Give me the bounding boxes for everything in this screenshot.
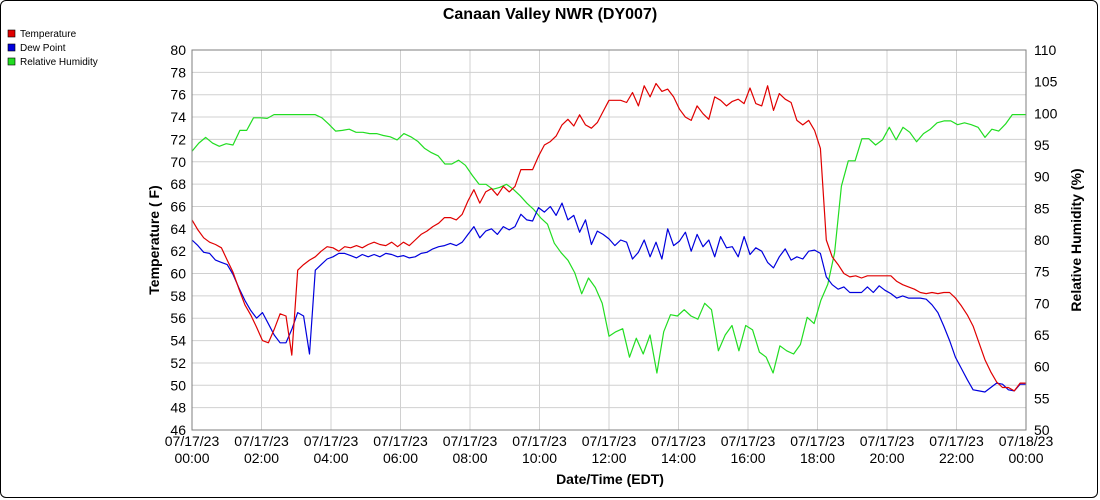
y-tick-label: 64: [170, 221, 186, 237]
y-tick-label: 48: [170, 400, 186, 416]
legend-label-relative-humidity: Relative Humidity: [20, 57, 98, 68]
y-tick-label: 74: [170, 109, 186, 125]
x-tick-label-date: 07/17/23: [860, 433, 915, 449]
y-tick-label: 46: [170, 422, 186, 438]
x-tick-label-time: 00:00: [1008, 450, 1043, 466]
legend-swatch-dew-point: [7, 43, 16, 52]
y-tick-label: 80: [170, 42, 186, 58]
x-tick-label-time: 04:00: [313, 450, 348, 466]
legend-item-temperature: Temperature: [7, 29, 77, 40]
x-tick-label-date: 07/17/23: [929, 433, 984, 449]
legend-swatch-temperature: [7, 29, 16, 38]
dew-point-line: [191, 202, 1026, 393]
x-tick-label-date: 07/17/23: [651, 433, 706, 449]
y-tick-label: 72: [170, 131, 186, 147]
y-axis-title: Temperature ( F): [146, 185, 162, 294]
x-tick-label-time: 18:00: [800, 450, 835, 466]
left-axis-ticks: 46 48 50 52 54 56 58 60 62 64 66 68 70 72 74 76 78 80: [170, 42, 186, 438]
legend-label-dew-point: Dew Point: [20, 43, 66, 54]
y2-tick-label: 65: [1034, 327, 1050, 343]
y-tick-label: 50: [170, 377, 186, 393]
x-tick-label-time: 02:00: [244, 450, 279, 466]
x-tick-label-date: 07/17/23: [443, 433, 498, 449]
x-axis-ticks: 07/17/2300:0007/17/2302:0007/17/2304:000…: [165, 433, 1054, 466]
y-tick-label: 60: [170, 266, 186, 282]
x-tick-label-time: 10:00: [522, 450, 557, 466]
x-tick-label-date: 07/17/23: [304, 433, 359, 449]
series-layer: [191, 82, 1026, 393]
relative-humidity-line: [191, 113, 1026, 374]
y-tick-label: 76: [170, 87, 186, 103]
y2-tick-label: 105: [1034, 74, 1058, 90]
x-tick-label-date: 07/17/23: [512, 433, 567, 449]
x-tick-label-time: 12:00: [591, 450, 626, 466]
x-tick-label-time: 00:00: [174, 450, 209, 466]
y-tick-label: 66: [170, 198, 186, 214]
x-tick-label-date: 07/18/23: [999, 433, 1054, 449]
x-tick-label-time: 14:00: [661, 450, 696, 466]
y2-tick-label: 90: [1034, 169, 1050, 185]
right-axis-ticks: 50 55 60 65 70 75 80 85 90 95 100 105 110: [1034, 42, 1058, 438]
y2-tick-label: 55: [1034, 390, 1050, 406]
y2-axis-title: Relative Humidity (%): [1068, 168, 1084, 311]
x-tick-label-date: 07/17/23: [234, 433, 289, 449]
x-tick-label-date: 07/17/23: [790, 433, 845, 449]
y2-tick-label: 100: [1034, 105, 1058, 121]
x-tick-label-date: 07/17/23: [373, 433, 428, 449]
x-tick-label-time: 08:00: [452, 450, 487, 466]
temperature-line: [191, 82, 1026, 392]
y2-tick-label: 75: [1034, 264, 1050, 280]
x-tick-label-date: 07/17/23: [165, 433, 220, 449]
y2-tick-label: 80: [1034, 232, 1050, 248]
legend-swatch-relative-humidity: [7, 57, 16, 66]
legend-label-temperature: Temperature: [20, 29, 77, 40]
y-tick-label: 54: [170, 333, 186, 349]
x-tick-label-date: 07/17/23: [582, 433, 637, 449]
y-tick-label: 70: [170, 154, 186, 170]
y-tick-label: 68: [170, 176, 186, 192]
x-tick-label-time: 06:00: [383, 450, 418, 466]
y2-tick-label: 70: [1034, 295, 1050, 311]
legend-item-dew-point: Dew Point: [7, 43, 66, 54]
x-tick-label-time: 16:00: [730, 450, 765, 466]
y2-tick-label: 95: [1034, 137, 1050, 153]
grid: [191, 49, 1027, 431]
y2-tick-label: 110: [1034, 42, 1057, 58]
legend: Temperature Dew Point Relative Humidity: [7, 29, 98, 68]
y2-tick-label: 60: [1034, 359, 1050, 375]
y-tick-label: 52: [170, 355, 186, 371]
x-axis-title: Date/Time (EDT): [556, 471, 664, 487]
plot-area: [191, 49, 1027, 431]
y-tick-label: 58: [170, 288, 186, 304]
x-tick-label-time: 22:00: [939, 450, 974, 466]
y-tick-label: 62: [170, 243, 186, 259]
y2-tick-label: 85: [1034, 200, 1050, 216]
y2-tick-label: 50: [1034, 422, 1050, 438]
legend-item-relative-humidity: Relative Humidity: [7, 57, 98, 68]
chart-title: Canaan Valley NWR (DY007): [443, 6, 657, 23]
x-tick-label-time: 20:00: [869, 450, 904, 466]
y-tick-label: 78: [170, 64, 186, 80]
y-tick-label: 56: [170, 310, 186, 326]
x-tick-label-date: 07/17/23: [721, 433, 776, 449]
